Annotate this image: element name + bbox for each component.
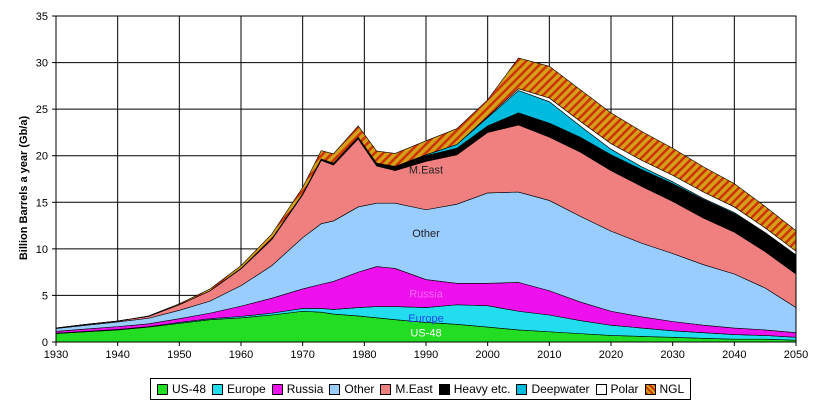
y-tick-label: 10 (36, 244, 48, 256)
y-tick-label: 0 (42, 337, 48, 349)
y-tick-label: 35 (36, 11, 48, 23)
legend-swatch (380, 383, 392, 395)
y-axis-label: Billion Barrels a year (Gb/a) (18, 116, 30, 261)
area-label: Russia (409, 289, 444, 301)
legend-item-russia: Russia (271, 382, 324, 396)
x-tick-label: 2010 (537, 349, 561, 361)
area-label: M.East (409, 165, 443, 177)
y-tick-label: 15 (36, 197, 48, 209)
legend-item-ngl: NGL (644, 382, 685, 396)
x-tick-label: 2040 (722, 349, 746, 361)
legend-label: M.East (395, 382, 433, 396)
legend-label: Russia (286, 382, 324, 396)
legend-swatch (644, 383, 656, 395)
legend-item-us-48: US-48 (157, 382, 206, 396)
legend-label: Polar (610, 382, 639, 396)
y-tick-label: 5 (42, 290, 48, 302)
legend-label: US-48 (172, 382, 207, 396)
area-label: Europe (408, 313, 443, 325)
x-tick-label: 1960 (229, 349, 253, 361)
legend-label: Europe (227, 382, 266, 396)
legend-label: Heavy etc. (453, 382, 511, 396)
axes: 1930 1940 1950 1960 1970 1980 1990 2000 2010 2020… (36, 11, 808, 361)
legend-item-polar: Polar (595, 382, 639, 396)
legend-swatch (595, 383, 607, 395)
area-label: Other (412, 228, 440, 240)
x-tick-label: 1950 (167, 349, 191, 361)
legend-item-deepwater: Deepwater (516, 382, 590, 396)
legend-item-europe: Europe (212, 382, 266, 396)
legend-swatch (271, 383, 283, 395)
area-labels: M.East Other Russia Europe US-48 (408, 165, 443, 340)
legend-swatch (516, 383, 528, 395)
legend-swatch (212, 383, 224, 395)
y-tick-label: 25 (36, 104, 48, 116)
x-tick-label: 1980 (352, 349, 376, 361)
legend-item-m-east: M.East (380, 382, 433, 396)
legend-item-other: Other (329, 382, 374, 396)
stacked-area-chart: 1930 1940 1950 1960 1970 1980 1990 2000 2010 2020… (18, 11, 808, 361)
y-tick-label: 20 (36, 151, 48, 163)
legend-label: Deepwater (531, 382, 590, 396)
x-tick-label: 1930 (44, 349, 68, 361)
area-label: US-48 (410, 328, 441, 340)
legend-label: NGL (659, 382, 685, 396)
x-tick-label: 1990 (414, 349, 438, 361)
legend-label: Other (344, 382, 375, 396)
x-tick-label: 1940 (105, 349, 129, 361)
legend-swatch (157, 383, 168, 395)
y-tick-label: 30 (36, 58, 48, 70)
x-tick-label: 2050 (784, 349, 808, 361)
x-tick-label: 2030 (660, 349, 684, 361)
legend: US-48 Europe Russia Other M.East Heavy etc. De… (150, 378, 692, 400)
area-series (55, 57, 797, 343)
x-tick-label: 2000 (475, 349, 499, 361)
legend-item-heavy-etc: Heavy etc. (438, 382, 511, 396)
legend-swatch (438, 383, 450, 395)
x-tick-label: 1970 (290, 349, 314, 361)
x-tick-label: 2020 (599, 349, 623, 361)
legend-swatch (329, 383, 341, 395)
